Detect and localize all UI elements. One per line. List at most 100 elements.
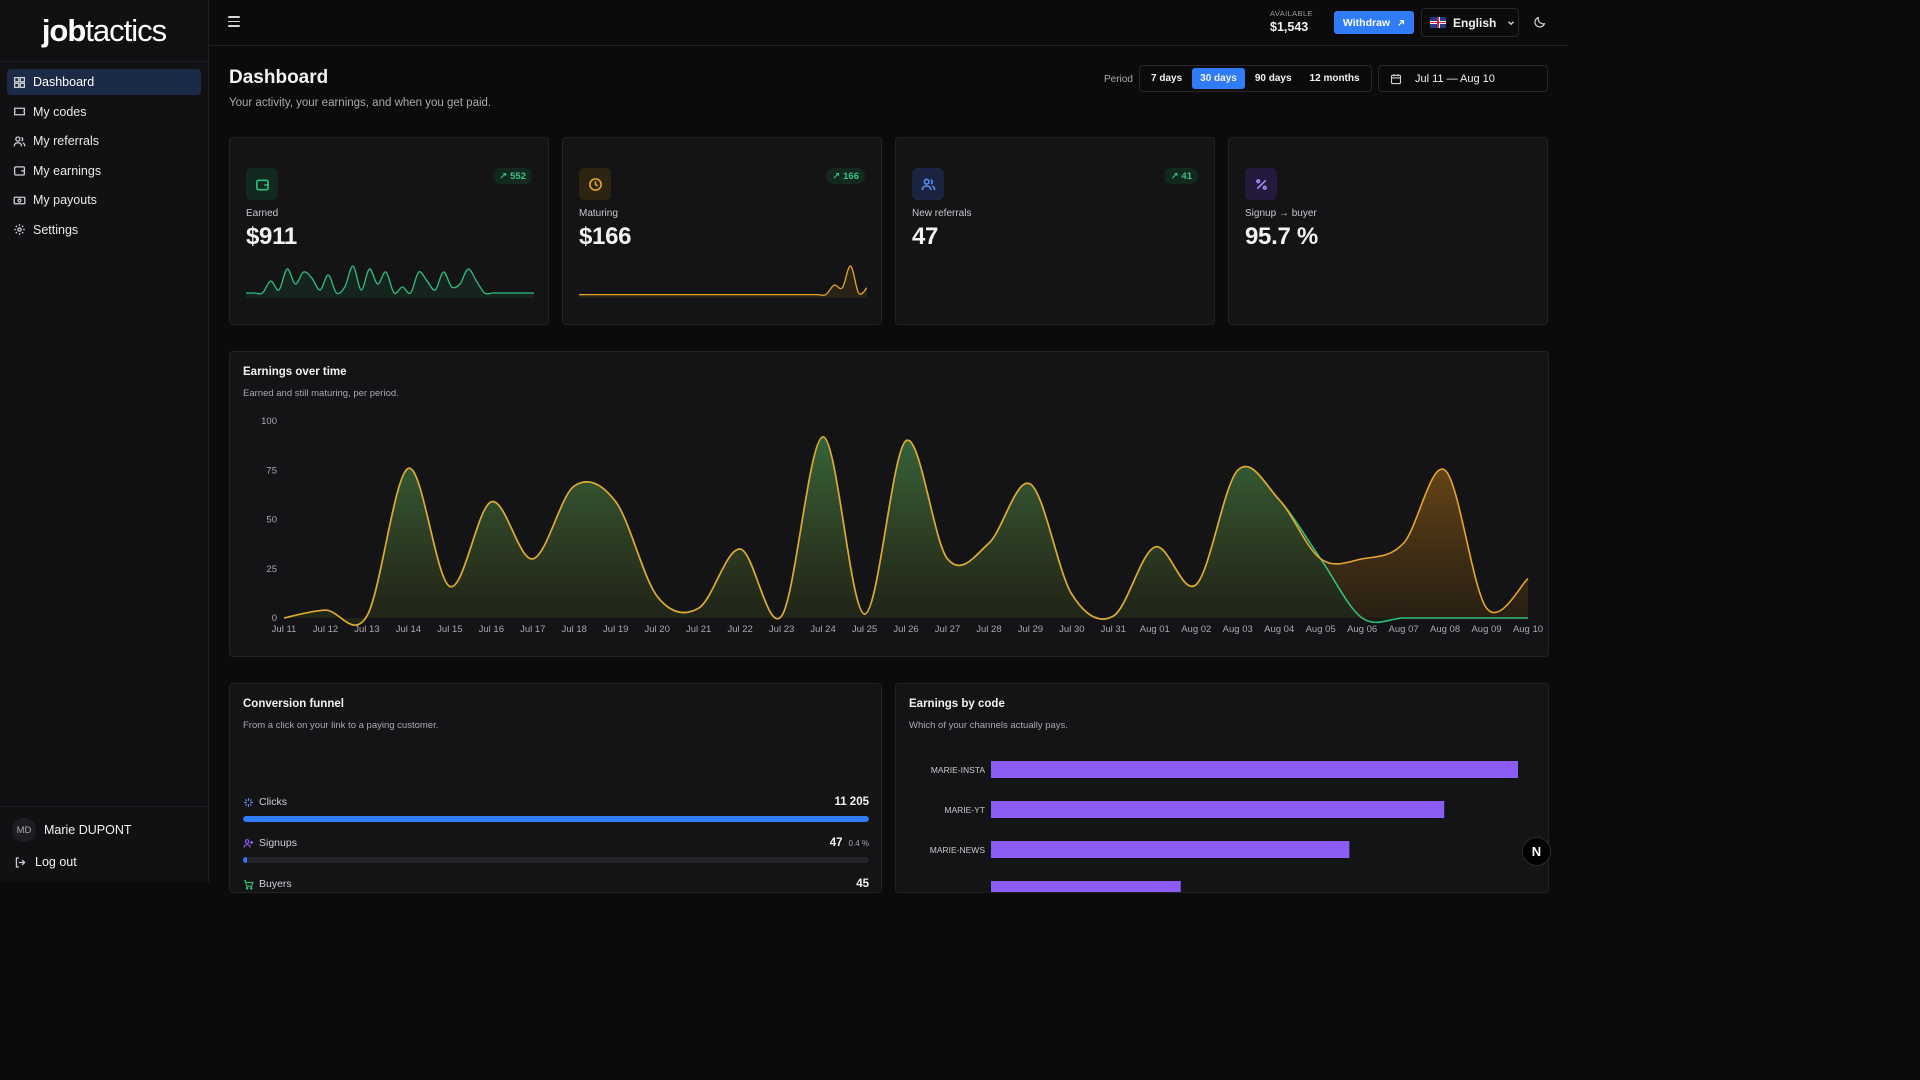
x-tick-label: Aug 05 [1306, 624, 1336, 635]
period-90-days[interactable]: 90 days [1254, 73, 1292, 84]
page-title: Dashboard [229, 67, 329, 88]
kpi-card-earned: ↗ 552 Earned $911 [229, 137, 549, 325]
x-tick-label: Aug 02 [1181, 624, 1211, 635]
trend-up-icon: ↗ [499, 170, 508, 182]
sidebar-item-my-codes[interactable]: My codes [7, 99, 201, 125]
code-bar [991, 801, 1445, 818]
period-selector: 7 days 30 days 90 days 12 months [1139, 65, 1372, 92]
available-balance: AVAILABLE $1,543 [1270, 9, 1313, 34]
section-title: Conversion funnel [243, 698, 344, 710]
page-subtitle: Your activity, your earnings, and when y… [229, 97, 492, 109]
kpi-delta: 41 [1181, 170, 1192, 182]
sidebar-item-dashboard[interactable]: Dashboard [7, 69, 201, 95]
funnel-row-clicks: Clicks 11 205 [243, 794, 869, 822]
funnel-bar-fill [243, 816, 869, 822]
x-tick-label: Aug 08 [1430, 624, 1460, 635]
code-label: MARIE-INSTA [931, 765, 985, 775]
uk-flag-icon [1430, 17, 1446, 28]
available-label: AVAILABLE [1270, 9, 1313, 18]
funnel-label: Buyers [259, 878, 292, 890]
x-tick-label: Jul 28 [976, 624, 1001, 635]
sidebar-item-my-earnings[interactable]: My earnings [7, 158, 201, 184]
x-tick-label: Jul 14 [396, 624, 421, 635]
conversion-funnel-card: Conversion funnel From a click on your l… [229, 683, 882, 893]
code-bar [991, 881, 1181, 892]
funnel-value: 11 205 [834, 796, 869, 808]
kpi-label: New referrals [912, 208, 972, 219]
period-12-months[interactable]: 12 months [1309, 73, 1360, 84]
sidebar-item-my-payouts[interactable]: My payouts [7, 187, 201, 213]
moon-icon[interactable] [1533, 15, 1547, 29]
dashboard-grid-icon [13, 76, 26, 88]
date-range-text: Jul 11 — Aug 10 [1415, 72, 1495, 85]
sidebar-item-my-referrals[interactable]: My referrals [7, 128, 201, 154]
x-tick-label: Jul 17 [520, 624, 545, 635]
kpi-delta: 166 [843, 170, 859, 182]
menu-toggle-icon[interactable] [228, 16, 240, 28]
sidebar-footer: MD Marie DUPONT Log out [0, 806, 209, 882]
banknote-icon [13, 196, 26, 204]
y-tick-label: 25 [266, 564, 277, 575]
user-profile[interactable]: MD Marie DUPONT [12, 817, 197, 843]
logout-button[interactable]: Log out [12, 851, 197, 873]
trend-up-icon: ↗ [832, 170, 841, 182]
available-amount: $1,543 [1270, 20, 1309, 34]
funnel-label: Signups [259, 837, 297, 849]
x-tick-label: Jul 11 [272, 624, 297, 635]
x-tick-label: Jul 27 [935, 624, 960, 635]
earnings-area-chart: 0 25 50 75 100 Jul 11 Jul 12 Jul 13 Jul 14 Jul 15… [261, 416, 1543, 635]
funnel-row-buyers: Buyers 45 [243, 876, 869, 892]
brand-logo[interactable]: job tactics [0, 0, 208, 62]
date-range-picker[interactable]: Jul 11 — Aug 10 [1378, 65, 1548, 92]
x-tick-label: Aug 03 [1223, 624, 1253, 635]
y-tick-label: 100 [261, 416, 277, 427]
earnings-by-code-bar-chart: MARIE-INSTA MARIE-YT MARIE-NEWS [930, 761, 1518, 892]
funnel-value: 47 [829, 837, 843, 849]
period-30-days[interactable]: 30 days [1192, 68, 1245, 89]
kpi-card-maturing: ↗ 166 Maturing $166 [562, 137, 882, 325]
floating-badge[interactable]: N [1522, 837, 1551, 866]
logout-label: Log out [35, 855, 77, 869]
code-label: MARIE-NEWS [930, 845, 986, 855]
sidebar: job tactics Dashboard My codes My referra… [0, 0, 209, 882]
sparkline-area [579, 265, 867, 298]
x-tick-label: Jul 26 [893, 624, 918, 635]
funnel-bar-fill [243, 857, 247, 863]
kpi-sparkline [246, 265, 534, 298]
percent-icon [1255, 178, 1267, 190]
clock-icon [588, 177, 602, 191]
section-title: Earnings by code [909, 698, 1005, 710]
funnel-bar [243, 857, 869, 863]
sidebar-item-label: My payouts [33, 193, 97, 207]
kpi-delta: 552 [510, 170, 526, 182]
earned-area [284, 436, 1528, 626]
kpi-card-signup-buyer: Signup → buyer 95.7 % [1228, 137, 1548, 325]
topbar: AVAILABLE $1,543 Withdraw English [209, 0, 1568, 46]
kpi-card-new-referrals: ↗ 41 New referrals 47 [895, 137, 1215, 325]
kpi-sparkline [579, 265, 867, 298]
x-tick-label: Jul 15 [437, 624, 462, 635]
x-tick-label: Jul 24 [810, 624, 835, 635]
kpi-icon-bg [579, 168, 611, 200]
sidebar-item-label: My codes [33, 104, 87, 119]
x-tick-label: Aug 01 [1140, 624, 1170, 635]
sidebar-nav: Dashboard My codes My referrals My earni… [0, 62, 208, 243]
calendar-icon [1390, 73, 1402, 84]
x-tick-label: Aug 04 [1264, 624, 1294, 635]
logo-text-light: tactics [85, 12, 167, 48]
sparkline-line [246, 265, 534, 295]
section-subtitle: Earned and still maturing, per period. [243, 388, 399, 399]
section-subtitle: From a click on your link to a paying cu… [243, 720, 439, 731]
sidebar-item-label: Dashboard [33, 75, 95, 89]
x-tick-label: Jul 22 [727, 624, 752, 635]
code-bar [991, 841, 1350, 858]
language-select[interactable]: English [1421, 8, 1519, 37]
x-tick-label: Aug 10 [1513, 624, 1543, 635]
kpi-label: Signup → buyer [1245, 208, 1317, 219]
period-7-days[interactable]: 7 days [1151, 73, 1183, 84]
wallet-icon [255, 178, 269, 190]
code-bar [991, 761, 1518, 778]
wallet-icon [13, 166, 26, 176]
sidebar-item-settings[interactable]: Settings [7, 217, 201, 243]
withdraw-button[interactable]: Withdraw [1334, 11, 1414, 34]
